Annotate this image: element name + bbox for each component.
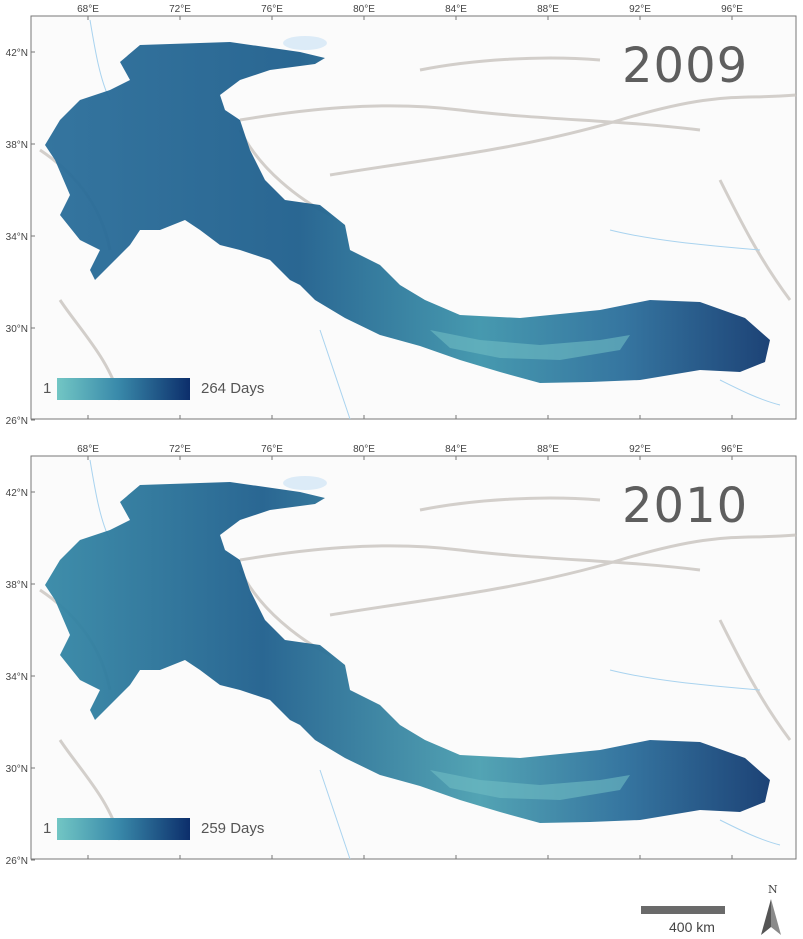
longitude-tick-label: 76°E [261,444,283,455]
latitude-tick-label: 30°N [6,324,28,335]
snow-cover-highlight [430,330,630,360]
longitude-tick-label: 84°E [445,4,467,15]
legend-min-label: 1 [43,380,52,397]
latitude-tick-label: 38°N [6,580,28,591]
legend-min-label: 1 [43,820,52,837]
latitude-tick-label: 34°N [6,232,28,243]
snow-cover-region [45,482,770,823]
latitude-tick-label: 42°N [6,48,28,59]
longitude-tick-label: 92°E [629,444,651,455]
longitude-tick-label: 84°E [445,444,467,455]
scale-bar [641,906,725,914]
latitude-tick-label: 30°N [6,764,28,775]
lake [283,476,327,490]
longitude-tick-label: 92°E [629,4,651,15]
map-panel-2010: 68°E 72°E 76°E 80°E 84°E 88°E 92°E 96°E 42°N 38°… [0,440,803,875]
longitude-tick-label: 68°E [77,4,99,15]
legend-color-bar [57,818,190,840]
longitude-tick-label: 72°E [169,4,191,15]
legend-color-bar [57,378,190,400]
longitude-tick-label: 68°E [77,444,99,455]
longitude-tick-label: 76°E [261,4,283,15]
map-panel-2009: 68°E 72°E 76°E 80°E 84°E 88°E 92°E 96°E 42°N 38°… [0,0,803,435]
latitude-tick-label: 26°N [6,416,28,427]
map-frame: 68°E 72°E 76°E 80°E 84°E 88°E 92°E 96°E 42°N 38°… [6,4,797,427]
longitude-tick-label: 80°E [353,444,375,455]
longitude-ticks-top: 68°E 72°E 76°E 80°E 84°E 88°E 92°E 96°E [77,444,743,460]
latitude-ticks-left: 42°N 38°N 34°N 30°N 26°N [6,488,35,867]
snow-cover-highlight [430,770,630,800]
latitude-ticks-left: 42°N 38°N 34°N 30°N 26°N [6,48,35,427]
longitude-tick-label: 88°E [537,444,559,455]
longitude-tick-label: 96°E [721,4,743,15]
longitude-tick-label: 96°E [721,444,743,455]
longitude-tick-label: 88°E [537,4,559,15]
rivers [89,459,781,860]
lake [283,36,327,50]
longitude-tick-label: 80°E [353,4,375,15]
legend-max-label: 259 Days [201,820,265,837]
map-frame: 68°E 72°E 76°E 80°E 84°E 88°E 92°E 96°E 42°N 38°… [6,444,797,867]
snow-cover-region [45,42,770,383]
year-label: 2010 [622,478,749,534]
scale-bar-label: 400 km [669,919,715,935]
longitude-ticks-bottom [87,855,733,859]
longitude-ticks-top: 68°E 72°E 76°E 80°E 84°E 88°E 92°E 96°E [77,4,743,20]
north-letter: N [768,883,778,896]
north-arrow-icon [761,899,781,935]
latitude-tick-label: 42°N [6,488,28,499]
longitude-tick-label: 72°E [169,444,191,455]
latitude-tick-label: 26°N [6,856,28,867]
latitude-tick-label: 38°N [6,140,28,151]
legend-max-label: 264 Days [201,380,265,397]
latitude-tick-label: 34°N [6,672,28,683]
longitude-ticks-bottom [87,415,733,419]
year-label: 2009 [622,38,749,94]
